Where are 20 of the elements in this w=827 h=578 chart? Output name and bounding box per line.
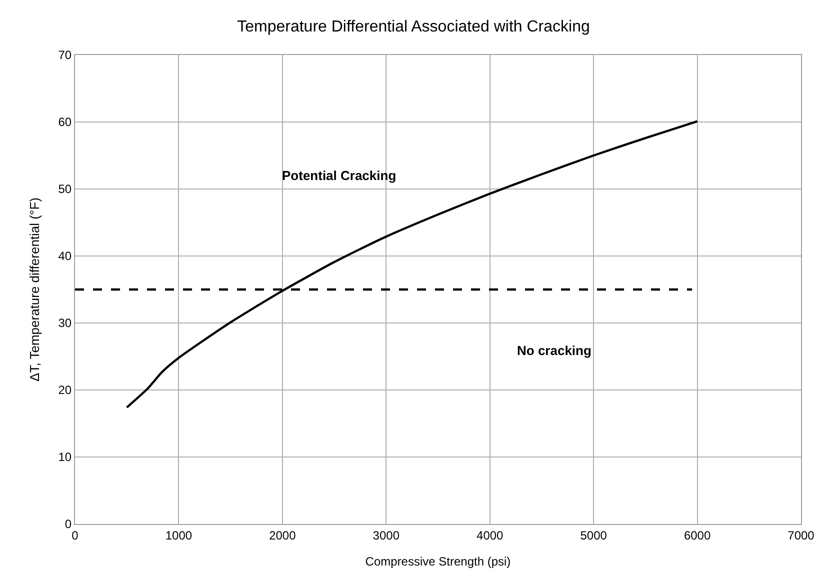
x-tick-label: 7000: [788, 528, 815, 542]
annotation: No cracking: [517, 343, 592, 358]
x-tick-label: 2000: [269, 528, 296, 542]
x-tick-label: 1000: [165, 528, 192, 542]
x-tick-label: 4000: [476, 528, 504, 542]
y-tick-label: 70: [58, 48, 72, 62]
x-tick-label: 6000: [684, 528, 711, 542]
y-tick-label: 60: [58, 115, 72, 130]
y-tick-label: 50: [58, 182, 72, 196]
y-tick-label: 30: [58, 316, 72, 330]
y-tick-label: 10: [58, 450, 72, 464]
y-axis-title: ΔT, Temperature differential (°F): [27, 198, 42, 382]
y-tick-label: 0: [64, 517, 72, 532]
annotation: Potential Cracking: [282, 168, 396, 183]
x-axis-title: Compressive Strength (psi): [365, 554, 511, 568]
x-tick-label: 5000: [580, 528, 608, 542]
x-tick-label: 3000: [372, 528, 400, 542]
chart-title: Temperature Differential Associated with Cracking: [237, 18, 590, 36]
y-tick-label: 20: [58, 383, 72, 398]
y-tick-label: 40: [58, 249, 72, 264]
